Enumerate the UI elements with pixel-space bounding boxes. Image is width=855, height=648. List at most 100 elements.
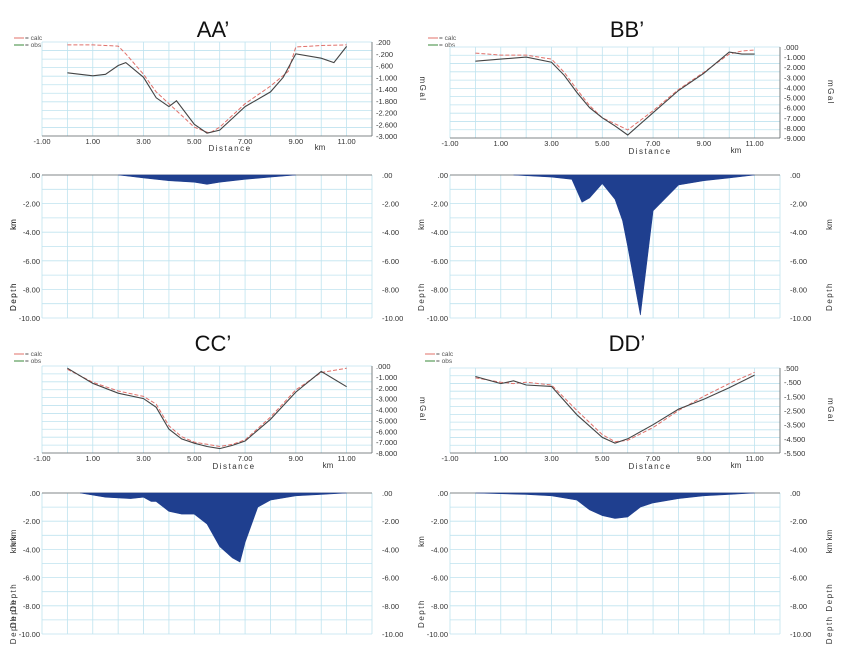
depth-axis-label-left: Depth	[9, 282, 18, 311]
depth-axis-label-right: Depth	[417, 599, 426, 628]
x-tick-label: 11.00	[746, 454, 764, 463]
x-axis-unit: km	[323, 461, 334, 470]
y-tick-label: -2.000	[784, 63, 805, 72]
depth-axis-unit-right: km	[417, 219, 426, 230]
depth-tick-label-right: .00	[382, 489, 392, 498]
basin-depth-area	[475, 492, 755, 519]
x-axis-unit: km	[315, 143, 326, 152]
y-tick-label: -1.000	[376, 373, 397, 382]
y-tick-label: -4.000	[784, 83, 805, 92]
y-tick-label: -8.000	[376, 449, 397, 458]
x-tick-label: 9.00	[289, 137, 304, 146]
y-tick-label: -1.800	[376, 97, 397, 106]
depth-tick-label-left: -8.00	[431, 285, 448, 294]
panel-aa: AA’ = calc= obs -1.00 1.00 3.00 5.00 7.00 9.00 1…	[9, 17, 427, 323]
depth-axis-unit-right: km	[417, 536, 426, 547]
depth-tick-label-right: .00	[382, 171, 392, 180]
x-tick-label: -1.00	[441, 139, 458, 148]
legend-label: = calc	[439, 35, 457, 42]
panel-title: CC’	[195, 331, 232, 356]
depth-axis-unit-right: km km	[825, 529, 834, 553]
series-line-obs	[67, 367, 347, 450]
y-axis-label: mGal	[418, 397, 427, 422]
depth-axis-unit-left: km	[9, 536, 18, 547]
x-tick-label: 3.00	[136, 454, 151, 463]
x-tick-label: 11.00	[338, 454, 356, 463]
depth-tick-label-right: -4.00	[382, 545, 399, 554]
y-tick-label: -3.500	[784, 421, 805, 430]
depth-tick-label-left: -8.00	[23, 285, 40, 294]
legend-label: = obs	[25, 42, 42, 49]
y-tick-label: -.600	[376, 62, 393, 71]
y-tick-label: -9.000	[784, 134, 805, 143]
depth-axis-unit-left: km	[9, 219, 18, 230]
series-line-calc	[475, 371, 755, 443]
x-tick-label: 9.00	[289, 454, 304, 463]
x-axis-label: Distance	[212, 462, 255, 471]
x-tick-label: 11.00	[338, 137, 356, 146]
depth-tick-label-right: -6.00	[790, 574, 807, 583]
y-tick-label: -6.000	[784, 104, 805, 113]
series-line-obs	[67, 46, 348, 134]
x-tick-label: 7.00	[238, 137, 253, 146]
depth-tick-label-left: -6.00	[431, 574, 448, 583]
y-tick-label: -3.000	[376, 132, 397, 141]
x-tick-label: 7.00	[238, 454, 253, 463]
x-tick-label: 3.00	[544, 454, 559, 463]
depth-axis-unit-right: km	[825, 219, 834, 230]
depth-tick-label-right: -10.00	[790, 630, 811, 639]
y-axis-label: mGal	[826, 80, 835, 105]
y-tick-label: -7.000	[376, 438, 397, 447]
depth-axis-label-left: Depth	[9, 282, 18, 311]
y-tick-label: -3.000	[376, 395, 397, 404]
x-tick-label: 5.00	[595, 454, 610, 463]
y-tick-label: -1.000	[376, 73, 397, 82]
panel-title: DD’	[609, 331, 646, 356]
y-tick-label: -4.500	[784, 435, 805, 444]
y-tick-label: -7.000	[784, 114, 805, 123]
depth-tick-label-right: -2.00	[790, 200, 807, 209]
depth-tick-label-left: -2.00	[431, 200, 448, 209]
legend-label: = calc	[436, 351, 454, 358]
x-tick-label: 3.00	[544, 139, 559, 148]
depth-tick-label-right: -2.00	[790, 517, 807, 526]
basin-depth-area	[80, 492, 347, 563]
x-tick-label: 5.00	[595, 139, 610, 148]
depth-tick-label-left: -6.00	[23, 257, 40, 266]
x-axis-label: Distance	[208, 144, 251, 153]
depth-tick-label-left: -8.00	[431, 602, 448, 611]
x-tick-label: 11.00	[746, 139, 764, 148]
series-line-obs	[475, 51, 755, 136]
y-tick-label: .500	[784, 364, 799, 373]
x-tick-label: 1.00	[85, 454, 100, 463]
depth-tick-label-right: -6.00	[790, 257, 807, 266]
series-line-calc	[475, 49, 755, 131]
x-tick-label: -1.00	[33, 137, 50, 146]
depth-tick-label-left: -2.00	[431, 517, 448, 526]
x-tick-label: 5.00	[187, 137, 202, 146]
y-tick-label: .000	[376, 362, 391, 371]
depth-tick-label-left: -4.00	[23, 545, 40, 554]
depth-tick-label-left: -4.00	[431, 545, 448, 554]
y-tick-label: -.200	[376, 50, 393, 59]
y-tick-label: -.500	[784, 378, 801, 387]
depth-tick-label-right: -2.00	[382, 200, 399, 209]
depth-tick-label-right: -6.00	[382, 257, 399, 266]
series-line-calc	[67, 367, 347, 448]
x-axis-label: Distance	[628, 147, 671, 156]
x-tick-label: 7.00	[646, 139, 661, 148]
y-axis-label: mGal	[826, 398, 835, 423]
series-line-calc	[67, 44, 347, 134]
depth-tick-label-right: -4.00	[790, 545, 807, 554]
x-tick-label: -1.00	[441, 454, 458, 463]
x-axis-unit: km	[731, 461, 742, 470]
depth-tick-label-left: -2.00	[23, 517, 40, 526]
x-tick-label: 7.00	[646, 454, 661, 463]
y-tick-label: -6.000	[376, 427, 397, 436]
panel-title: AA’	[197, 17, 230, 42]
depth-axis-unit-left: km	[9, 219, 18, 230]
depth-tick-label-left: -4.00	[23, 228, 40, 237]
legend-label: = calc	[25, 351, 43, 358]
panel-dd: DD’= calc= obs-1.00 1.00 3.00 5.00 7.00 9.00 1…	[9, 331, 835, 644]
